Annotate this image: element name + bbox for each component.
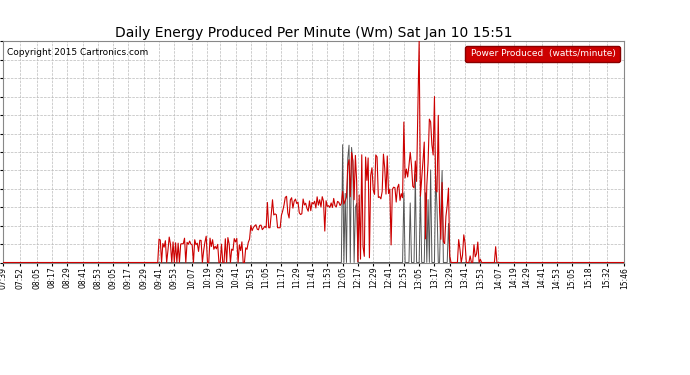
Legend: Power Produced  (watts/minute): Power Produced (watts/minute) (465, 46, 620, 62)
Text: Copyright 2015 Cartronics.com: Copyright 2015 Cartronics.com (7, 48, 148, 57)
Title: Daily Energy Produced Per Minute (Wm) Sat Jan 10 15:51: Daily Energy Produced Per Minute (Wm) Sa… (115, 26, 513, 40)
